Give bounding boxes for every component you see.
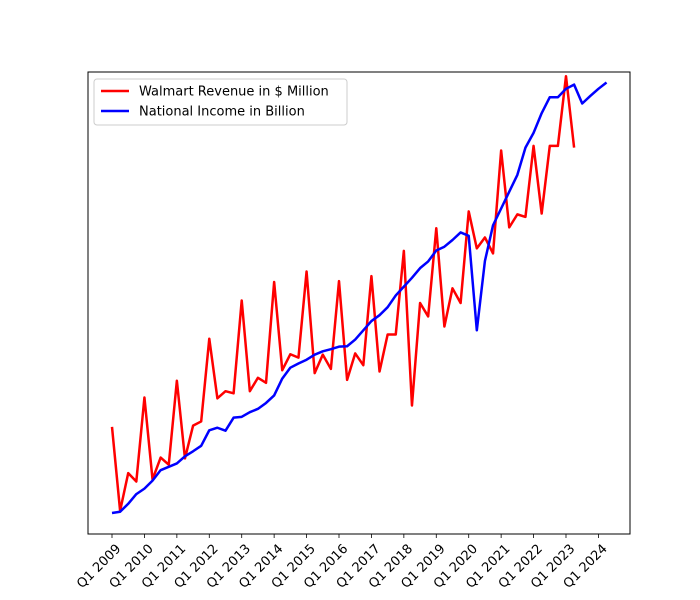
legend: Walmart Revenue in $ Million National In… <box>93 78 348 126</box>
series-line-national-income <box>111 81 608 515</box>
series-line-walmart <box>110 74 576 513</box>
plot-frame <box>87 71 631 535</box>
plot-area <box>88 72 630 534</box>
series-layer <box>110 74 608 515</box>
legend-box <box>93 78 348 126</box>
legend-label-walmart: Walmart Revenue in $ Million <box>139 85 329 100</box>
legend-label-national-income: National Income in Billion <box>139 105 305 120</box>
